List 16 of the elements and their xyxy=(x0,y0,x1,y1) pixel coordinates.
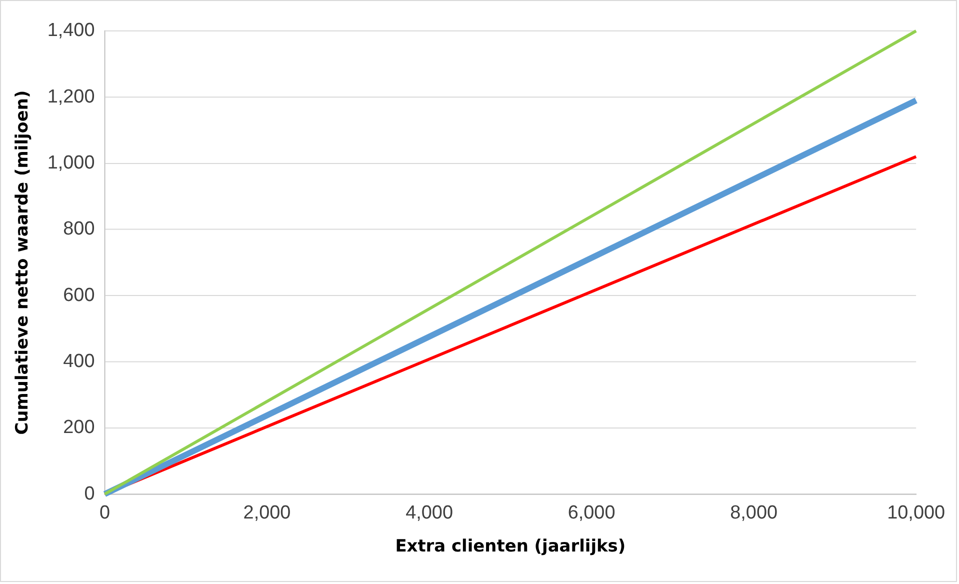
y-tick-label: 800 xyxy=(63,218,95,240)
y-tick-label: 400 xyxy=(63,350,95,372)
x-tick-label: 10,000 xyxy=(887,502,946,524)
y-tick-label: 1,400 xyxy=(47,20,95,42)
x-tick-label: 4,000 xyxy=(406,502,453,524)
y-tick-label: 600 xyxy=(63,284,95,306)
y-tick-label: 200 xyxy=(63,417,95,438)
y-axis-title: Cumulatieve netto waarde (miljoen) xyxy=(12,90,32,435)
x-tick-label: 6,000 xyxy=(568,502,616,524)
y-tick-label: 0 xyxy=(84,483,95,504)
y-tick-label: 1,200 xyxy=(47,86,95,108)
x-tick-label: 8,000 xyxy=(730,502,778,524)
y-tick-label: 1,000 xyxy=(47,152,95,174)
x-axis-title: Extra clienten (jaarlijks) xyxy=(395,535,626,556)
x-tick-label: 0 xyxy=(99,502,110,524)
x-tick-label: 2,000 xyxy=(243,502,291,524)
